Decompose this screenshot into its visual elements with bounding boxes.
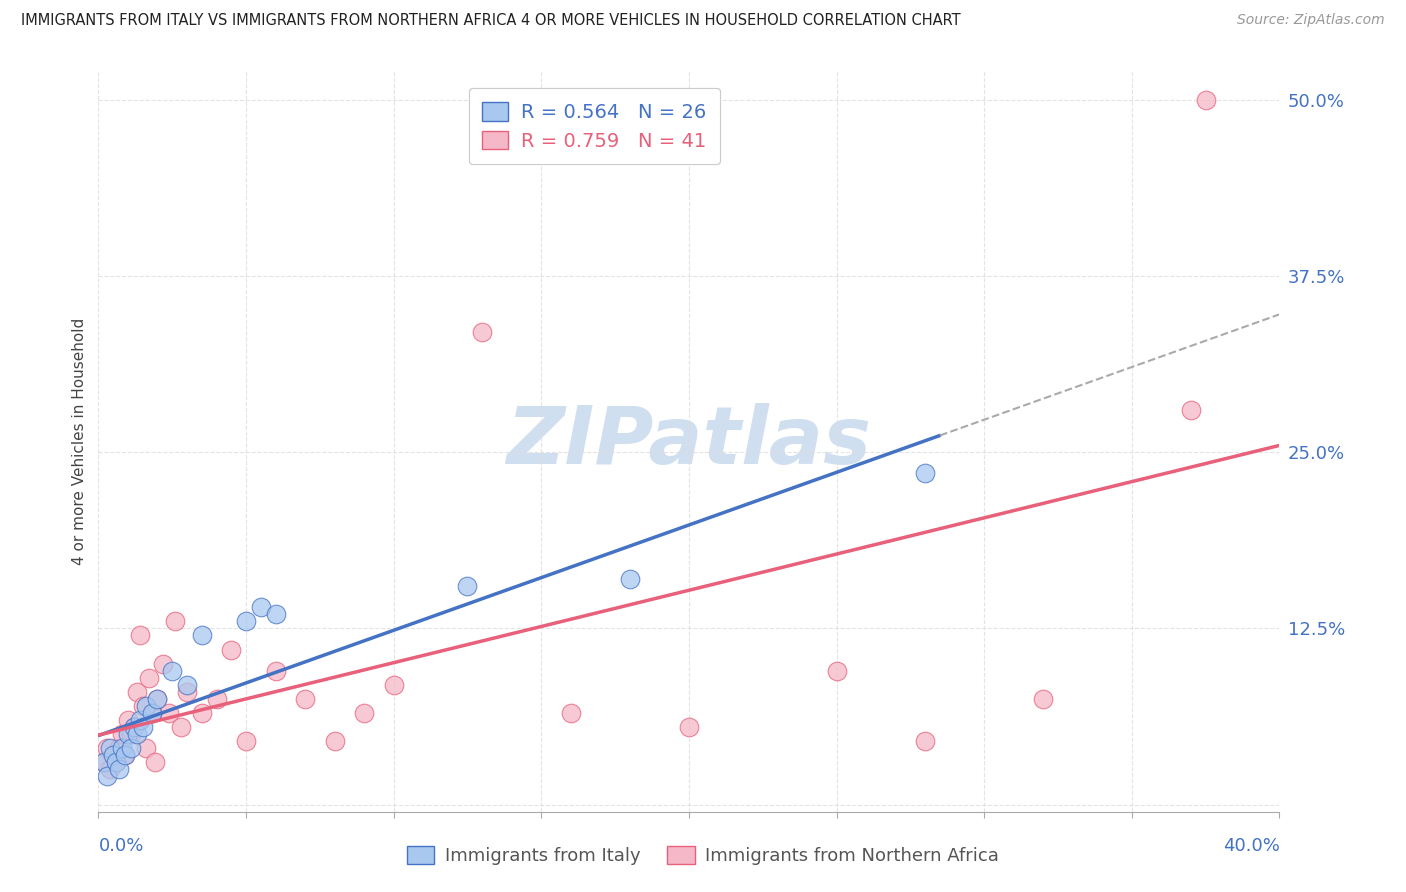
- Point: [353, 706, 375, 720]
- Point: [382, 678, 405, 692]
- Point: [117, 713, 139, 727]
- Point: [471, 325, 494, 339]
- Point: [98, 741, 121, 756]
- Point: [250, 600, 273, 615]
- Point: [111, 727, 134, 741]
- Point: [122, 720, 145, 734]
- Text: ZIPatlas: ZIPatlas: [506, 402, 872, 481]
- Point: [146, 692, 169, 706]
- Point: [96, 741, 118, 756]
- Point: [114, 748, 136, 763]
- Point: [457, 579, 479, 593]
- Point: [165, 615, 187, 629]
- Point: [176, 678, 198, 692]
- Y-axis label: 4 or more Vehicles in Household: 4 or more Vehicles in Household: [72, 318, 87, 566]
- Point: [1032, 692, 1054, 706]
- Point: [132, 720, 155, 734]
- Point: [108, 763, 131, 777]
- Point: [122, 720, 145, 734]
- Text: IMMIGRANTS FROM ITALY VS IMMIGRANTS FROM NORTHERN AFRICA 4 OR MORE VEHICLES IN H: IMMIGRANTS FROM ITALY VS IMMIGRANTS FROM…: [21, 13, 960, 29]
- Point: [264, 664, 287, 678]
- Point: [170, 720, 193, 734]
- Point: [235, 615, 257, 629]
- Point: [264, 607, 287, 622]
- Point: [120, 741, 142, 756]
- Point: [96, 769, 118, 783]
- Point: [1195, 93, 1218, 107]
- Point: [93, 756, 115, 770]
- Point: [128, 628, 150, 642]
- Point: [1180, 402, 1202, 417]
- Text: 0.0%: 0.0%: [98, 837, 143, 855]
- Point: [135, 741, 157, 756]
- Point: [176, 685, 198, 699]
- Text: Source: ZipAtlas.com: Source: ZipAtlas.com: [1237, 13, 1385, 28]
- Point: [825, 664, 848, 678]
- Point: [132, 698, 155, 713]
- Legend: Immigrants from Italy, Immigrants from Northern Africa: Immigrants from Italy, Immigrants from N…: [398, 838, 1008, 874]
- Point: [93, 756, 115, 770]
- Point: [125, 727, 148, 741]
- Point: [294, 692, 316, 706]
- Point: [128, 713, 150, 727]
- Point: [323, 734, 346, 748]
- Point: [103, 748, 125, 763]
- Point: [157, 706, 180, 720]
- Point: [205, 692, 228, 706]
- Point: [111, 741, 134, 756]
- Point: [138, 671, 160, 685]
- Point: [98, 763, 121, 777]
- Point: [143, 756, 166, 770]
- Point: [105, 756, 128, 770]
- Text: 40.0%: 40.0%: [1223, 837, 1279, 855]
- Point: [141, 706, 163, 720]
- Point: [191, 628, 214, 642]
- Point: [162, 664, 183, 678]
- Point: [152, 657, 174, 671]
- Point: [146, 692, 169, 706]
- Point: [619, 572, 641, 586]
- Point: [914, 467, 936, 481]
- Point: [141, 706, 163, 720]
- Legend: R = 0.564   N = 26, R = 0.759   N = 41: R = 0.564 N = 26, R = 0.759 N = 41: [468, 88, 720, 164]
- Point: [235, 734, 257, 748]
- Point: [105, 756, 128, 770]
- Point: [117, 727, 139, 741]
- Point: [108, 741, 131, 756]
- Point: [114, 748, 136, 763]
- Point: [914, 734, 936, 748]
- Point: [135, 698, 157, 713]
- Point: [120, 727, 142, 741]
- Point: [678, 720, 700, 734]
- Point: [125, 685, 148, 699]
- Point: [221, 642, 243, 657]
- Point: [191, 706, 214, 720]
- Point: [103, 748, 125, 763]
- Point: [560, 706, 582, 720]
